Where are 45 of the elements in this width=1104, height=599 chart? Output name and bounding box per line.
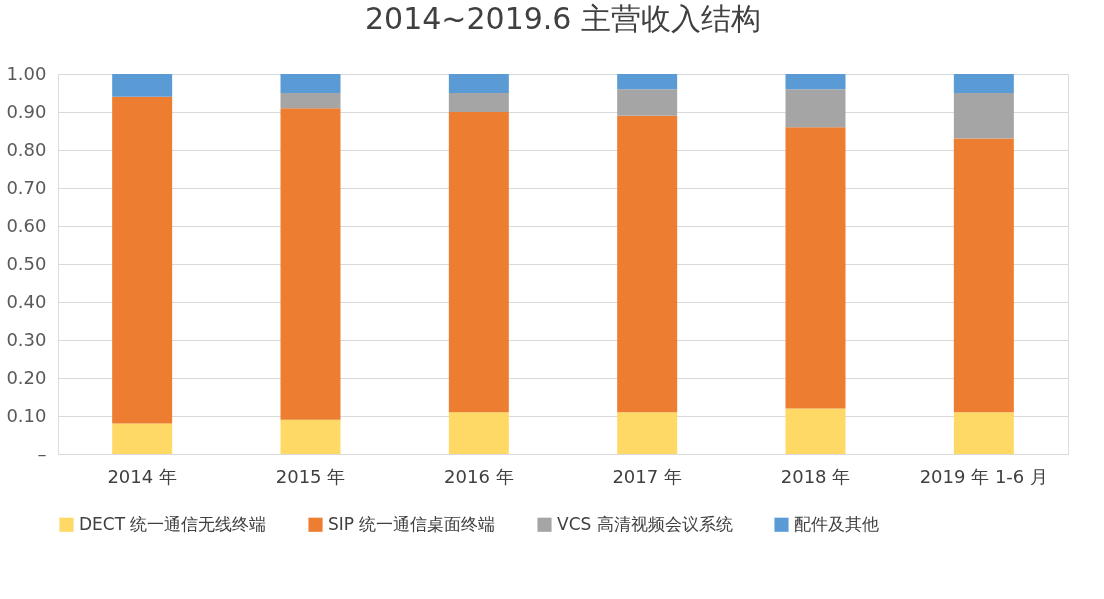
bar <box>112 74 173 97</box>
bar <box>785 89 846 128</box>
x-tick-label: 2014 年 <box>107 465 177 487</box>
bar <box>448 93 509 112</box>
bar <box>617 89 678 116</box>
bar <box>448 412 509 454</box>
y-tick-label: – <box>37 442 47 464</box>
bar <box>953 412 1014 454</box>
bar <box>953 93 1014 139</box>
bar <box>953 138 1014 413</box>
bar <box>280 108 341 420</box>
y-tick-label: 0.30 <box>6 328 47 350</box>
bar <box>280 74 341 93</box>
bar <box>785 408 846 454</box>
bar <box>785 74 846 90</box>
legend-label: VCS 高清视频会议系统 <box>557 513 733 534</box>
x-tick-label: 2016 年 <box>444 465 514 487</box>
x-tick-label: 2018 年 <box>780 465 851 487</box>
y-tick-label: 0.50 <box>6 252 47 274</box>
bar <box>617 74 678 90</box>
legend-label: SIP 统一通信桌面终端 <box>328 513 496 534</box>
bar <box>617 412 678 454</box>
x-tick-label: 2017 年 <box>612 465 682 487</box>
y-tick-label: 0.60 <box>6 214 47 236</box>
bar <box>280 93 341 109</box>
y-tick-label: 0.70 <box>6 176 47 198</box>
chart-title: 2014~2019.6 主营收入结构 <box>365 1 761 36</box>
bar <box>448 112 509 413</box>
y-tick-label: 0.40 <box>6 290 47 312</box>
y-tick-label: 1.00 <box>6 62 47 84</box>
y-tick-label: 0.20 <box>6 366 47 388</box>
x-tick-label: 2015 年 <box>275 465 346 487</box>
bar <box>448 74 509 93</box>
bar <box>112 96 173 424</box>
bar <box>112 423 173 454</box>
legend-label: 配件及其他 <box>794 513 879 534</box>
bar <box>785 127 846 409</box>
y-tick-label: 0.90 <box>6 100 47 122</box>
bar <box>280 419 341 454</box>
bar <box>953 74 1014 93</box>
x-tick-label: 2019 年 1-6 月 <box>919 465 1049 487</box>
legend-label: DECT 统一通信无线终端 <box>79 513 267 534</box>
bar <box>617 115 678 413</box>
y-tick-label: 0.80 <box>6 138 47 160</box>
y-tick-label: 0.10 <box>6 404 47 426</box>
